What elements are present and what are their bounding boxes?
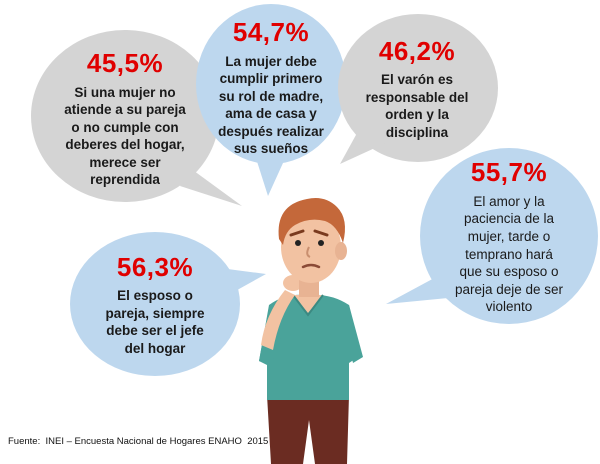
speech-bubble-shape bbox=[338, 14, 498, 164]
thinking-man-illustration bbox=[259, 198, 363, 464]
head bbox=[281, 211, 341, 283]
percent-label: 56,3% bbox=[116, 251, 194, 282]
hair bbox=[278, 198, 345, 245]
speech-bubble-shape bbox=[196, 4, 346, 196]
speech-bubble-shape bbox=[31, 30, 242, 206]
statement-text: El esposo o pareja, siempre debe ser el … bbox=[105, 288, 205, 356]
source-note: Fuente: INEI – Encuesta Nacional de Hoga… bbox=[8, 436, 269, 447]
percent-label: 45,5% bbox=[86, 48, 164, 79]
bubble-56-3: 56,3% El esposo o pareja, siempre debe s… bbox=[70, 232, 266, 378]
percent-label: 46,2% bbox=[378, 35, 456, 66]
percent-label: 54,7% bbox=[232, 17, 310, 48]
bubble-46-2: 46,2% El varón es responsable del orden … bbox=[338, 14, 498, 164]
statement-text: Si una mujer no atiende a su pareja o no… bbox=[64, 84, 186, 188]
statement-text: El varón es responsable del orden y la d… bbox=[365, 72, 469, 140]
statement-text: La mujer debe cumplir primero su rol de … bbox=[218, 53, 324, 157]
bubble-55-7: 55,7% El amor y la paciencia de la mujer… bbox=[386, 148, 598, 326]
percent-label: 55,7% bbox=[470, 157, 548, 188]
arm bbox=[261, 290, 295, 350]
bubble-54-7: 54,7% La mujer debe cumplir primero su r… bbox=[196, 2, 346, 196]
bubble-45-5: 45,5% Si una mujer no atiende a su parej… bbox=[30, 28, 242, 206]
neck bbox=[293, 295, 323, 313]
speech-bubble-shape bbox=[386, 148, 598, 324]
statement-text: El amor y la paciencia de la mujer, tard… bbox=[454, 193, 564, 315]
speech-bubble-shape bbox=[70, 232, 266, 376]
pants bbox=[267, 395, 349, 464]
shirt bbox=[259, 294, 361, 400]
